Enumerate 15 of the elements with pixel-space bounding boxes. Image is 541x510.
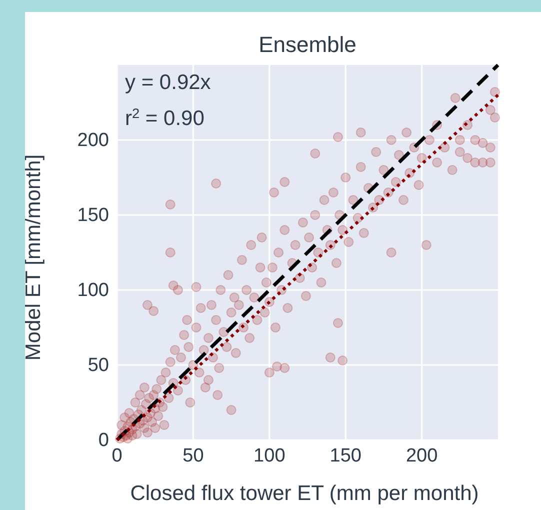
x-tick-label: 50 xyxy=(182,445,204,466)
x-tick-label: 200 xyxy=(406,445,438,466)
y-tick-label: 100 xyxy=(77,280,109,302)
y-tick-label: 200 xyxy=(77,130,109,152)
y-tick-label: 50 xyxy=(88,355,109,376)
y-tick-label: 150 xyxy=(77,205,109,226)
x-axis-title: Closed flux tower ET (mm per month) xyxy=(130,482,479,505)
chart-title: Ensemble xyxy=(258,32,356,57)
x-tick-label: 100 xyxy=(254,445,286,466)
annotation: y = 0.92x xyxy=(125,71,212,94)
x-tick-label: 0 xyxy=(112,445,122,466)
y-tick-label: 0 xyxy=(98,430,109,452)
annotation: r$^{2}$ = 0.90 xyxy=(125,106,204,130)
x-tick-label: 150 xyxy=(330,445,362,466)
y-axis-title: Model ET [mm/month] xyxy=(22,154,45,361)
